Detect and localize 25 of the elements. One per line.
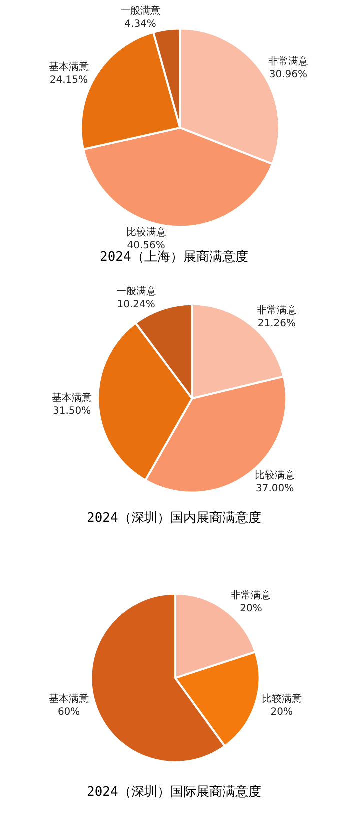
data-label: 20%	[240, 603, 262, 614]
data-label: 10.24%	[117, 300, 156, 311]
slice-label: 基本满意	[48, 61, 89, 74]
data-label: 20%	[270, 706, 293, 718]
data-label: 60%	[58, 706, 80, 718]
slice-label: 基本满意	[52, 392, 92, 404]
slice-label: 非常满意	[256, 304, 297, 316]
data-label: 21.26%	[258, 318, 296, 330]
slice-label: 非常满意	[268, 56, 308, 68]
data-label: 31.50%	[52, 406, 92, 418]
slice-label: 比较满意	[262, 692, 302, 705]
text: 2024（深圳）国际展商满意度	[87, 784, 262, 800]
slice-label: 比较满意	[255, 469, 296, 482]
text: 2024（深圳）国内展商满意度	[87, 510, 262, 526]
slice-label: 一般满意	[120, 4, 161, 17]
slice-label: 基本满意	[49, 692, 90, 705]
data-label: 24.15%	[50, 75, 88, 86]
slice-label: 一般满意	[116, 286, 156, 298]
data-label: 40.56%	[127, 240, 166, 252]
data-label: 4.34%	[124, 18, 156, 30]
data-label: 30.96%	[269, 70, 308, 81]
slice-label: 比较满意	[126, 226, 166, 239]
slice-label: 非常满意	[231, 589, 272, 602]
text: 2024（上海）展商满意度	[100, 249, 248, 265]
data-label: 37.00%	[256, 483, 294, 494]
